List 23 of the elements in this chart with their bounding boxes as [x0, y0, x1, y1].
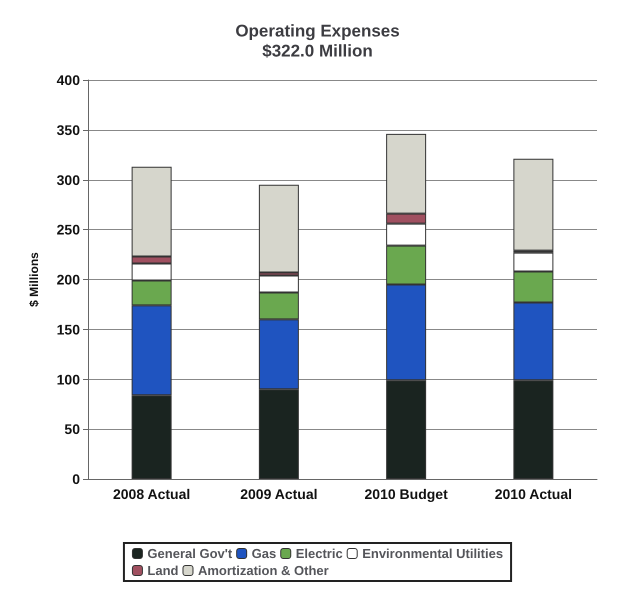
legend-label: Environmental Utilities [362, 546, 504, 561]
y-axis-title: $ Millions [27, 252, 41, 307]
bar [258, 184, 299, 273]
y-tick-label: 100 [56, 371, 80, 388]
x-tick-label: 2009 Actual [240, 486, 318, 502]
legend-label: Land [147, 563, 179, 578]
y-tick-label: 0 [72, 471, 80, 487]
y-tick-label: 200 [56, 272, 80, 288]
y-tick-label: 350 [56, 122, 80, 138]
legend-label: Gas [252, 546, 276, 561]
legend-label: Electric [296, 546, 343, 561]
chart-title: Operating Expenses $322.0 Million [235, 22, 400, 60]
y-tick-label: 250 [56, 222, 80, 238]
x-tick-label: 2008 Actual [112, 486, 190, 502]
x-tick-label: 2010 Actual [494, 486, 572, 502]
y-tick-label: 50 [64, 421, 80, 438]
legend-label: Amortization & Other [198, 563, 329, 578]
x-tick-label: 2010 Budget [364, 486, 448, 502]
y-tick-label: 300 [56, 172, 80, 188]
bar [513, 158, 554, 251]
y-tick-label: 150 [56, 321, 80, 338]
y-tick-label: 400 [56, 72, 80, 88]
legend-label: General Gov't [147, 546, 233, 561]
